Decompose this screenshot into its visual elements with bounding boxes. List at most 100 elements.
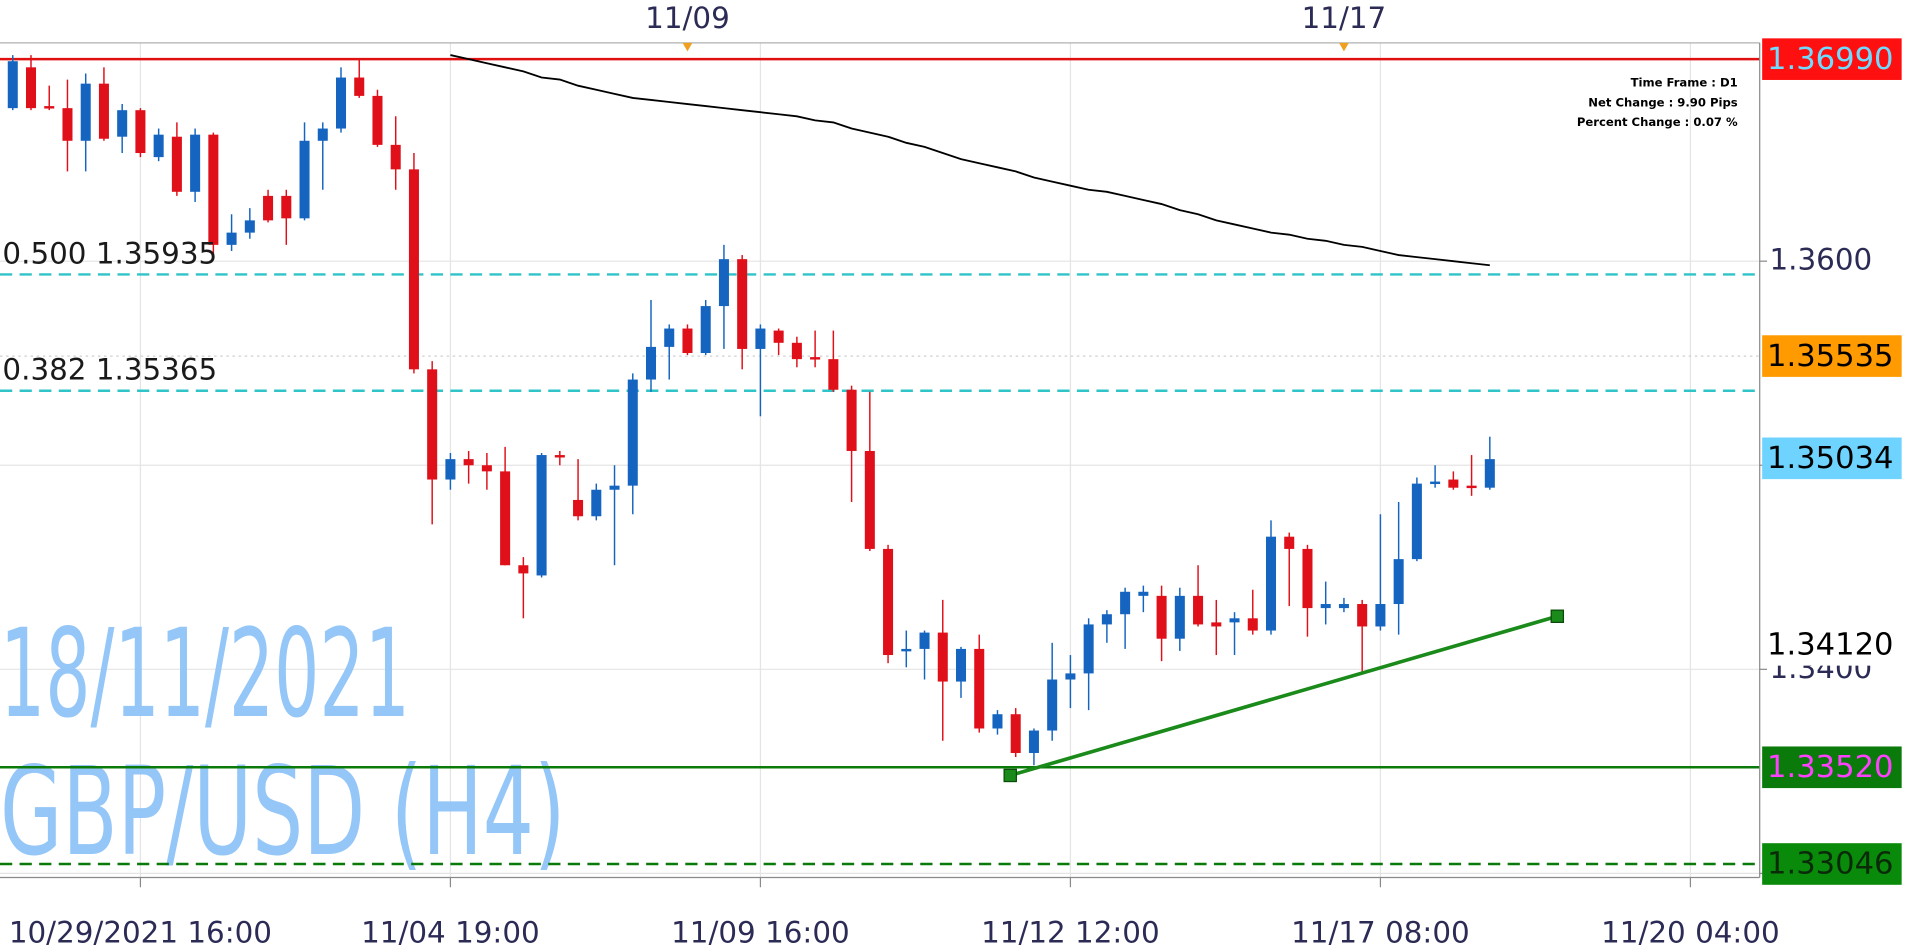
candle-body: [1302, 548, 1313, 609]
info-text: Net Change : 9.90 Pips: [1588, 95, 1737, 109]
candle-body: [153, 134, 164, 158]
candle-body: [791, 342, 802, 360]
candle-body: [1156, 595, 1167, 639]
trendline-handle: [1003, 768, 1017, 783]
price-label-box: [1762, 746, 1902, 789]
candle-body: [500, 471, 511, 566]
candle-body: [737, 259, 748, 349]
candle-body: [62, 108, 73, 141]
y-tick-label: 1.3600: [1769, 243, 1872, 277]
top-tick: [682, 42, 693, 52]
candle-body: [44, 106, 55, 109]
candle-body: [1120, 591, 1131, 615]
candle-body: [1010, 714, 1021, 753]
candle-body: [372, 95, 383, 145]
candle-body: [955, 648, 967, 682]
candle-body: [1247, 618, 1258, 631]
candle-body: [390, 144, 401, 170]
candle-body: [25, 67, 37, 109]
candle-body: [864, 450, 875, 549]
trendline-handle: [1550, 609, 1565, 623]
trendline: [1009, 614, 1558, 778]
candle-body: [1284, 536, 1295, 549]
candle-body: [1448, 479, 1459, 488]
candle-body: [317, 128, 328, 141]
candle-body: [1065, 673, 1076, 680]
candle-body: [627, 379, 638, 486]
price-label: 1.36990: [1767, 42, 1893, 77]
candle-body: [810, 357, 821, 360]
candle-body: [208, 134, 219, 245]
candle-body: [281, 195, 292, 219]
candle-body: [883, 548, 894, 656]
x-tick-label: 11/20 04:00: [1601, 915, 1780, 946]
candle-body: [226, 232, 237, 245]
candle-body: [1430, 481, 1441, 485]
moving-average: [450, 54, 1490, 267]
candle-body: [1411, 483, 1422, 560]
watermark-text: GBP/USD (H4): [0, 740, 565, 883]
candle-body: [335, 77, 347, 129]
candle-body: [1047, 679, 1058, 731]
candle-body: [682, 328, 693, 354]
candle-body: [1083, 624, 1094, 674]
candle-body: [408, 169, 419, 370]
candle-body: [1338, 604, 1349, 609]
candle-body: [80, 83, 91, 141]
candle-body: [171, 136, 182, 192]
price-label-box: [1762, 624, 1902, 666]
price-label: 1.34120: [1767, 628, 1893, 663]
candle-body: [645, 346, 657, 380]
price-label: 1.35034: [1767, 441, 1893, 476]
price-label-box: [1762, 437, 1902, 480]
top-tick-label: 11/09: [645, 1, 730, 35]
candle-body: [992, 714, 1003, 729]
candle-body: [573, 499, 584, 517]
candle-body: [718, 259, 729, 307]
grid: [0, 42, 1760, 878]
x-tick-label: 11/17 08:00: [1291, 915, 1470, 946]
candle-body: [1357, 604, 1368, 627]
candle-body: [773, 330, 784, 343]
candle-body: [7, 61, 18, 109]
candle-body: [700, 306, 711, 354]
plot-area: [0, 54, 1760, 866]
candle-body: [427, 369, 438, 480]
candle-body: [1320, 604, 1331, 609]
candle-body: [1265, 536, 1277, 631]
price-label: 1.35535: [1767, 339, 1893, 374]
candle-body: [591, 489, 602, 517]
top-tick: [1339, 42, 1349, 52]
fib-label: 0.500 1.35935: [2, 236, 217, 270]
candle-body: [1229, 618, 1240, 623]
fib-label: 0.382 1.35365: [2, 353, 217, 387]
candle-body: [445, 459, 456, 480]
candle-body: [901, 648, 912, 652]
candle-body: [1211, 622, 1222, 627]
watermark-text: 18/11/2021: [0, 602, 410, 745]
price-label-box: [1762, 38, 1902, 80]
candle-body: [117, 110, 128, 137]
candle-body: [609, 485, 620, 490]
candle-body: [536, 455, 547, 576]
candle-body: [354, 77, 365, 96]
candle-body: [1193, 595, 1204, 625]
candle-body: [1028, 730, 1039, 753]
candle-body: [263, 195, 274, 221]
x-tick-label: 11/12 12:00: [981, 915, 1160, 946]
candle-body: [554, 455, 565, 458]
candle-body: [1101, 614, 1112, 625]
price-label: 1.33046: [1767, 847, 1893, 882]
info-text: Percent Change : 0.07 %: [1577, 115, 1738, 129]
candle-body: [1375, 604, 1386, 627]
price-label-box: [1762, 843, 1902, 885]
x-tick-label: 10/29/2021 16:00: [9, 915, 272, 946]
top-tick-label: 11/17: [1302, 1, 1387, 35]
candle-body: [1466, 485, 1477, 489]
candle-body: [518, 565, 529, 574]
candle-body: [190, 134, 201, 192]
axes: 10/29/2021 16:00 11/04 19:00 11/09 16:00 11…: [0, 1, 1780, 946]
